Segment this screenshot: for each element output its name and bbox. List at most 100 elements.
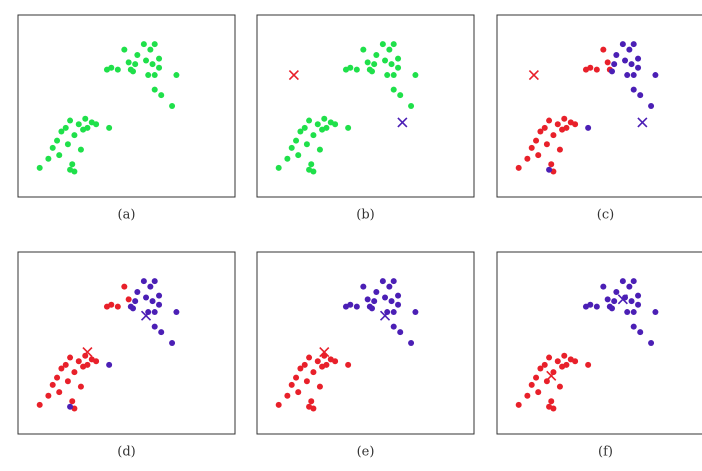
data-point <box>373 289 380 296</box>
data-point <box>275 401 282 408</box>
data-point <box>364 59 371 66</box>
data-point <box>321 115 328 122</box>
centroid <box>288 69 299 81</box>
data-point <box>395 55 402 62</box>
data-point <box>71 369 78 376</box>
data-point <box>535 389 542 396</box>
data-point <box>147 283 154 290</box>
data-point <box>395 292 402 299</box>
data-point <box>130 305 137 312</box>
data-point <box>637 92 644 99</box>
data-point <box>635 301 642 308</box>
data-point <box>64 141 71 148</box>
data-point <box>121 283 128 290</box>
data-point <box>108 64 115 71</box>
data-point <box>345 361 352 368</box>
centroid <box>82 347 93 358</box>
data-point <box>143 57 150 64</box>
data-point <box>537 128 544 135</box>
data-point <box>316 146 323 153</box>
data-point <box>613 52 620 59</box>
panel-frame <box>256 14 475 198</box>
data-point <box>648 340 655 346</box>
data-point <box>611 298 618 305</box>
data-point <box>390 323 397 330</box>
data-point <box>56 389 63 396</box>
data-point <box>622 57 629 64</box>
centroid <box>617 294 628 305</box>
data-point <box>106 361 113 368</box>
data-point <box>316 383 323 390</box>
data-point <box>151 72 158 79</box>
data-point <box>550 369 557 376</box>
data-point <box>347 64 354 71</box>
data-point <box>308 161 315 168</box>
data-point <box>630 41 637 48</box>
data-point <box>301 361 308 368</box>
data-point <box>132 61 139 68</box>
data-point <box>637 329 644 336</box>
data-point <box>156 292 163 299</box>
data-point <box>323 124 330 131</box>
data-point <box>345 124 352 131</box>
data-point <box>303 378 310 385</box>
data-point <box>619 278 626 285</box>
panel-caption: (a) <box>118 208 136 223</box>
data-point <box>75 121 82 128</box>
data-point <box>604 59 611 66</box>
data-point <box>543 141 550 148</box>
data-point <box>554 358 561 365</box>
panel: (f) <box>496 251 702 460</box>
data-point <box>628 61 635 68</box>
data-point <box>546 166 553 173</box>
data-point <box>134 52 141 59</box>
data-point <box>147 46 154 53</box>
data-point <box>151 86 158 93</box>
data-point <box>173 309 180 316</box>
data-point <box>515 164 522 171</box>
data-point <box>293 374 300 381</box>
data-point <box>635 55 642 62</box>
data-point <box>515 401 522 408</box>
data-point <box>563 124 570 131</box>
centroid <box>140 310 152 321</box>
data-point <box>604 296 611 303</box>
panel-frame <box>496 251 702 435</box>
data-point <box>386 46 393 53</box>
data-point <box>386 283 393 290</box>
data-point <box>630 323 637 330</box>
data-point <box>49 381 56 388</box>
data-point <box>332 358 339 365</box>
data-point <box>635 64 642 71</box>
panel-caption: (f) <box>598 445 613 460</box>
data-point <box>306 117 313 124</box>
data-point <box>130 68 137 75</box>
panel: (e) <box>256 251 475 460</box>
data-point <box>169 340 176 346</box>
data-point <box>541 361 548 368</box>
data-point <box>308 398 315 405</box>
data-point <box>360 283 367 290</box>
centroid <box>397 117 408 128</box>
data-point <box>611 61 618 68</box>
data-point <box>546 354 553 361</box>
data-point <box>609 305 616 312</box>
data-point <box>67 166 74 173</box>
data-point <box>408 103 415 109</box>
data-point <box>412 72 419 79</box>
data-point <box>140 41 147 48</box>
data-point <box>652 72 659 79</box>
data-point <box>77 146 84 153</box>
data-point <box>36 164 43 171</box>
data-point <box>314 121 321 128</box>
data-point <box>71 132 78 139</box>
data-point <box>587 64 594 71</box>
data-point <box>379 41 386 48</box>
panel-frame <box>496 14 702 198</box>
data-point <box>390 41 397 48</box>
data-point <box>64 378 71 385</box>
data-point <box>379 278 386 285</box>
data-point <box>353 303 360 310</box>
data-point <box>132 298 139 305</box>
data-point <box>82 352 89 359</box>
